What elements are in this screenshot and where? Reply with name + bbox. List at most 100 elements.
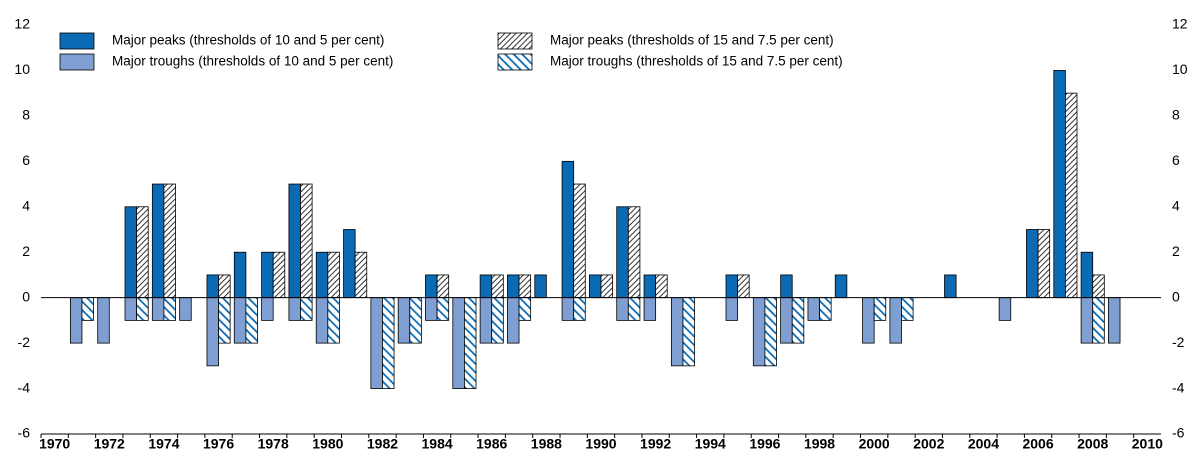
bar [436, 297, 450, 321]
bar [288, 183, 301, 299]
x-tick-label: 1970 [39, 436, 70, 452]
bar [425, 274, 438, 299]
bar [179, 297, 192, 321]
bar [561, 160, 575, 299]
bar [655, 274, 668, 299]
bar [1108, 297, 1121, 344]
x-tick-label: 1976 [203, 436, 234, 452]
bar [136, 206, 149, 299]
y2-tick-label: 2 [1172, 243, 1180, 259]
y2-tick-label: 6 [1172, 152, 1180, 168]
bar [163, 297, 176, 321]
bar [1092, 274, 1105, 299]
bar [1026, 229, 1039, 299]
bar [218, 274, 231, 299]
bar [124, 297, 138, 321]
bar [233, 251, 247, 299]
x-tick-label: 1978 [258, 436, 289, 452]
x-tick-label: 2002 [913, 436, 944, 452]
bar [725, 274, 738, 299]
bar [670, 297, 684, 367]
bar [206, 274, 219, 299]
y-tick-label: 2 [22, 243, 30, 259]
y-tick-label: 8 [22, 107, 30, 123]
bar [124, 206, 138, 299]
x-tick-label: 1994 [695, 436, 726, 452]
bar [616, 206, 629, 299]
bar [1064, 92, 1078, 299]
bar [589, 274, 602, 299]
bar [518, 274, 532, 299]
bar [354, 251, 368, 299]
bar [479, 297, 493, 344]
bar [780, 297, 793, 344]
x-tick-label: 1982 [367, 436, 398, 452]
bar [682, 297, 695, 367]
bar [737, 274, 750, 299]
bar [834, 274, 848, 299]
y-tick-label: -4 [18, 379, 31, 395]
bar [643, 297, 657, 321]
x-tick-label: 1996 [749, 436, 780, 452]
bar [491, 274, 504, 299]
bar [261, 297, 274, 321]
legend-swatch [59, 32, 95, 50]
bar [300, 183, 313, 299]
bar [627, 206, 641, 299]
bar [1037, 229, 1051, 299]
legend-label: Major troughs (thresholds of 10 and 5 pe… [112, 54, 393, 69]
y2-tick-label: -4 [1172, 379, 1185, 395]
x-tick-label: 1992 [640, 436, 671, 452]
bar [452, 297, 465, 389]
legend-label: Major troughs (thresholds of 15 and 7.5 … [550, 54, 843, 69]
bar [873, 297, 887, 321]
legend-swatch [497, 53, 533, 71]
bar [791, 297, 805, 344]
bar [1080, 251, 1094, 299]
bar [518, 297, 532, 321]
bar [425, 297, 438, 321]
bar [327, 251, 340, 299]
x-tick-label: 1974 [148, 436, 179, 452]
y-tick-label: -6 [18, 425, 31, 441]
bar [315, 297, 329, 344]
bar [1053, 70, 1066, 299]
bar [382, 297, 395, 389]
bar [616, 297, 629, 321]
bar [151, 297, 165, 321]
bar [944, 274, 957, 299]
bar [752, 297, 766, 367]
bar [534, 274, 547, 299]
bar [397, 297, 411, 344]
bar [573, 183, 586, 299]
bar [507, 274, 520, 299]
x-tick-label: 2008 [1077, 436, 1108, 452]
bar [573, 297, 586, 321]
bar [136, 297, 149, 321]
y2-tick-label: 4 [1172, 197, 1180, 213]
bar [807, 297, 820, 321]
y2-tick-label: 8 [1172, 107, 1180, 123]
bar [261, 251, 274, 299]
bar [436, 274, 450, 299]
bar [889, 297, 902, 344]
bar [409, 297, 422, 344]
bar [491, 297, 504, 344]
bar [69, 297, 83, 344]
y-tick-label: 0 [22, 288, 30, 304]
bar [245, 297, 258, 344]
y2-tick-label: -6 [1172, 425, 1185, 441]
bar [81, 297, 94, 321]
bar [288, 297, 301, 321]
legend-swatch [59, 53, 95, 71]
bar [272, 251, 286, 299]
x-tick-label: 1980 [312, 436, 343, 452]
x-tick-label: 1984 [422, 436, 453, 452]
bar [643, 274, 657, 299]
bar [206, 297, 219, 367]
x-tick-label: 1988 [531, 436, 562, 452]
bar [97, 297, 110, 344]
x-tick-label: 2000 [859, 436, 890, 452]
y2-tick-label: 0 [1172, 288, 1180, 304]
